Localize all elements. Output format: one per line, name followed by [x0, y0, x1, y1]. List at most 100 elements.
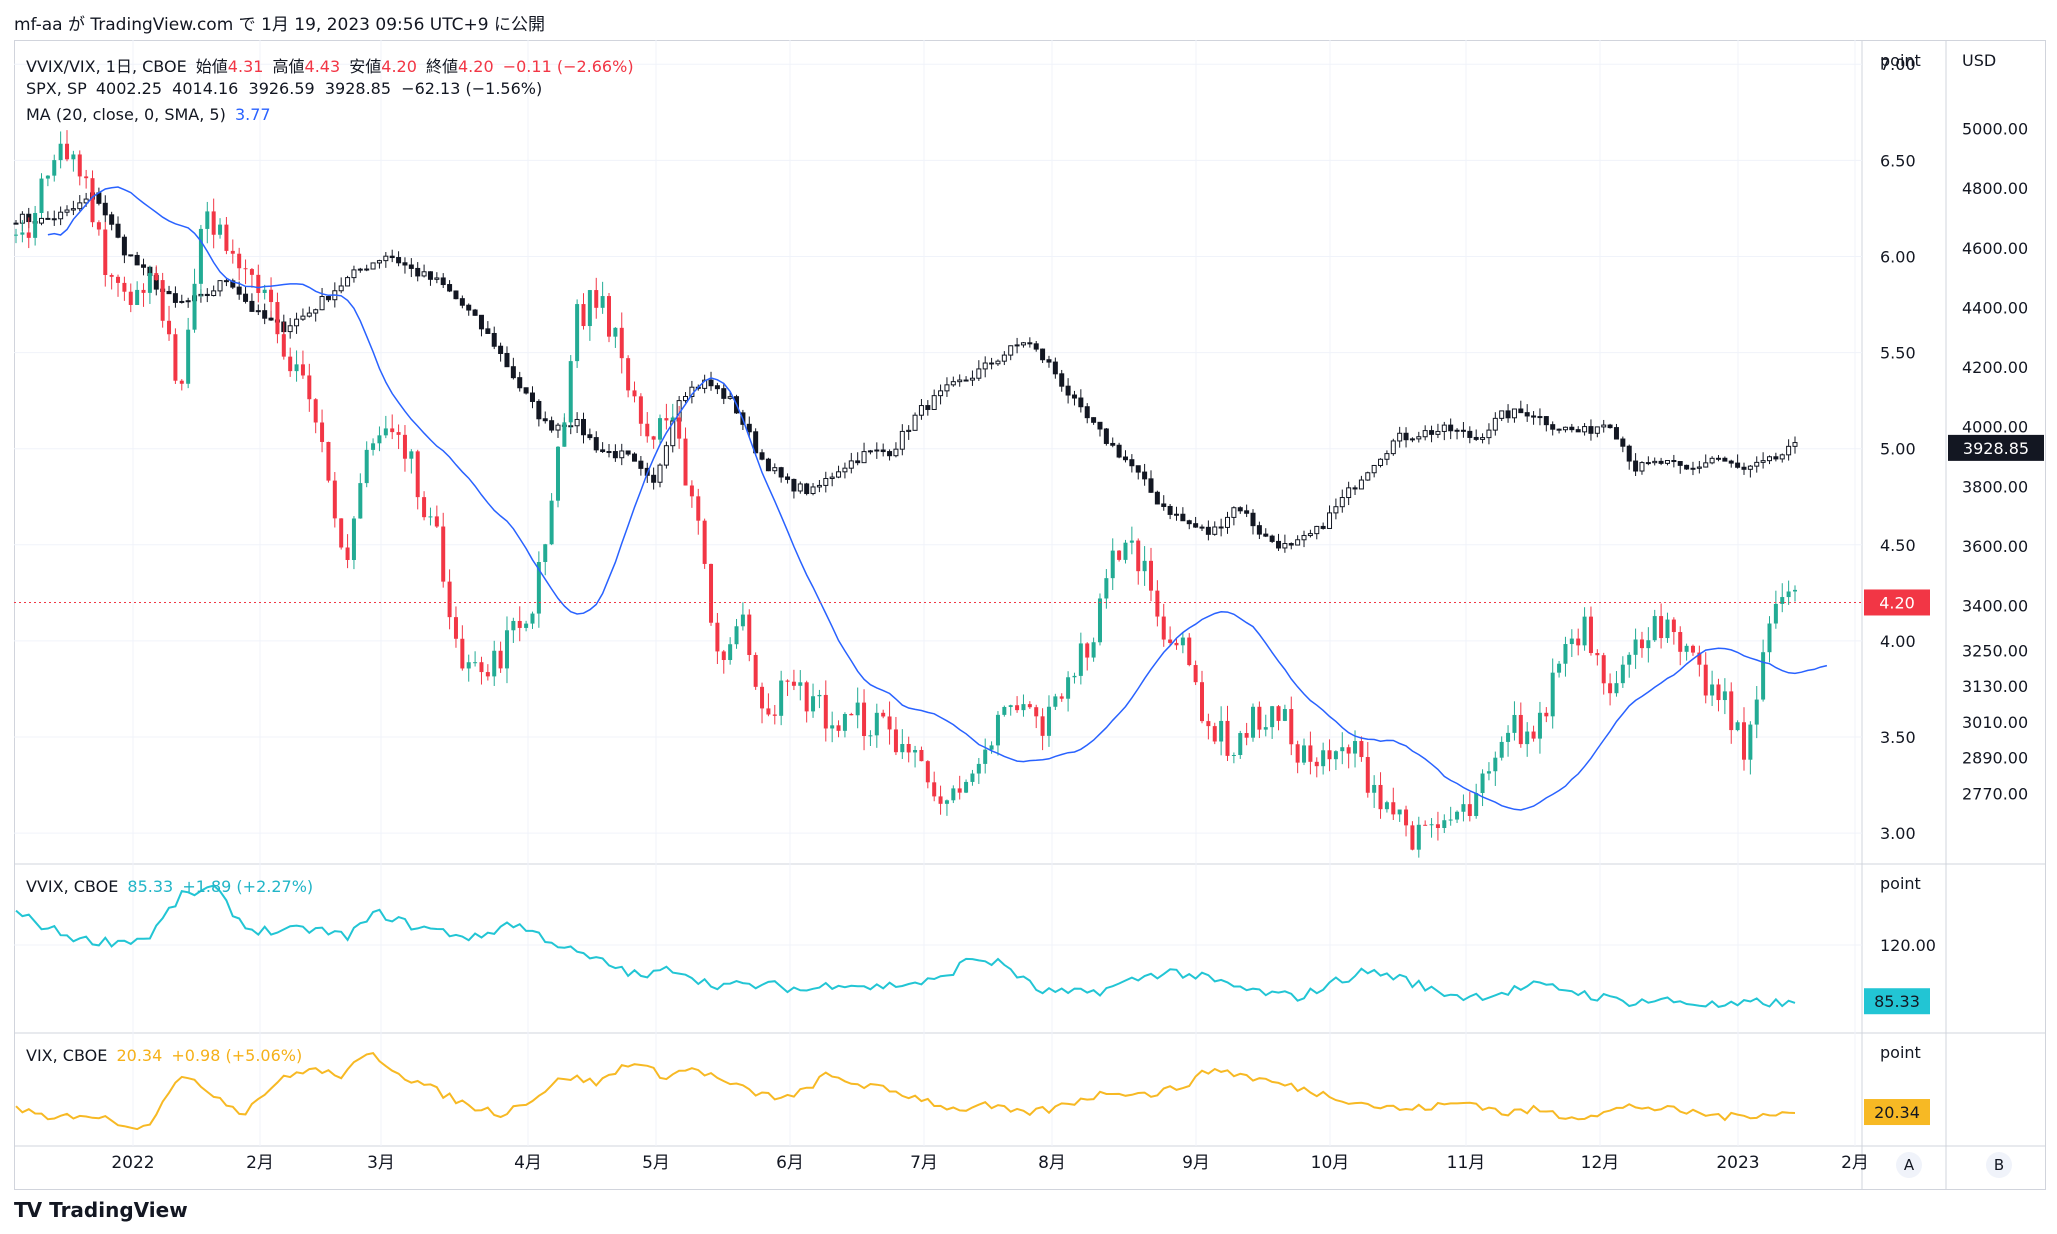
ratio-candle: [1353, 741, 1358, 754]
ratio-candle: [1021, 704, 1026, 711]
ratio-candle: [804, 682, 809, 712]
spx-candle: [453, 290, 459, 300]
scale-a-button[interactable]: A: [1896, 1152, 1922, 1178]
spx-candle: [1467, 430, 1473, 438]
spx-candle: [549, 420, 555, 431]
spx-candle: [402, 262, 408, 266]
ratio-candle: [345, 547, 350, 560]
ratio-candle: [900, 743, 905, 753]
ratio-candle: [224, 224, 229, 251]
spx-candle: [1454, 429, 1460, 432]
spx-candle: [797, 483, 803, 492]
ratio-candle: [989, 745, 994, 750]
ratio-candle: [957, 788, 962, 793]
spx-candle: [1078, 397, 1084, 408]
publisher-line: mf-aa が TradingView.com で 1月 19, 2023 09…: [14, 15, 545, 35]
legend-vix: VIX, CBOE 20.34 +0.98 (+5.06%): [26, 1046, 302, 1065]
spx-candle: [102, 202, 108, 216]
ratio-candle: [906, 743, 911, 753]
ratio-candle: [1027, 704, 1032, 708]
spx-candle: [1212, 526, 1218, 535]
y2-tick-label: 3400.00: [1962, 597, 2028, 616]
ratio-candle: [1314, 761, 1319, 767]
spx-candle: [1046, 359, 1052, 363]
spx-candle: [1786, 445, 1792, 456]
spx-candle: [504, 352, 510, 368]
spx-candle: [632, 453, 638, 462]
spx-candle: [969, 377, 975, 381]
ratio-candle: [313, 399, 318, 423]
spx-candle: [1441, 424, 1447, 432]
ratio-candle: [39, 178, 44, 213]
spx-candle: [931, 395, 937, 410]
scale-b-button[interactable]: B: [1986, 1152, 2012, 1178]
spx-candle: [612, 451, 618, 459]
ratio-candle: [1212, 726, 1217, 742]
ratio-candle: [1244, 733, 1249, 738]
x-tick-label: 2023: [1716, 1153, 1759, 1173]
spx-candle: [816, 484, 822, 488]
ratio-candle: [651, 436, 656, 440]
spx-candle: [466, 304, 472, 311]
spx-candle: [1097, 421, 1103, 430]
spx-candle: [638, 460, 644, 469]
spx-candle: [1333, 506, 1339, 514]
ratio-candle: [581, 304, 586, 327]
ratio-candle: [1448, 819, 1453, 821]
ratio-candle: [1678, 632, 1683, 652]
spx-candle: [376, 260, 382, 264]
ratio-candle: [453, 617, 458, 639]
ratio-candle: [1282, 709, 1287, 721]
spx-candle: [64, 209, 70, 213]
ratio-candle: [600, 296, 605, 308]
ratio-candle: [1161, 616, 1166, 640]
spx-candle: [1193, 523, 1199, 528]
spx-candle: [1084, 406, 1090, 419]
ratio-candle: [689, 485, 694, 497]
x-tick-label: 10月: [1311, 1153, 1350, 1173]
spx-candle: [759, 452, 765, 460]
ratio-candle: [1059, 696, 1064, 699]
ratio-candle: [944, 800, 949, 804]
vvix-line: [15, 884, 1796, 1008]
ratio-candle: [1786, 591, 1791, 598]
ratio-candle: [613, 327, 618, 337]
ratio-candle: [1697, 652, 1702, 665]
spx-candle: [587, 434, 593, 439]
ratio-candle: [587, 290, 592, 327]
ratio-candle: [932, 782, 937, 797]
ratio-candle: [1040, 716, 1045, 736]
spx-candle: [1652, 460, 1658, 464]
ratio-candle: [1690, 645, 1695, 653]
spx-candle: [1760, 460, 1766, 463]
ratio-candle: [109, 274, 114, 277]
ratio-candle: [1053, 696, 1058, 707]
ratio-candle: [1174, 642, 1179, 646]
ratio-candle: [1123, 542, 1128, 560]
spx-candle: [1110, 442, 1116, 446]
spx-candle: [408, 264, 414, 269]
y2-tick-label: 3130.00: [1962, 677, 2028, 696]
spx-candle: [39, 217, 45, 224]
spx-candle: [1588, 426, 1594, 434]
y-tick-label: 5.50: [1880, 344, 1916, 363]
spx-candle: [848, 460, 854, 469]
ratio-candle: [1652, 616, 1657, 641]
ratio-candle: [1002, 706, 1007, 715]
ratio-candle: [1576, 638, 1581, 646]
vvix-y-tick-label: 120.00: [1880, 936, 1936, 955]
ratio-candle: [1365, 757, 1370, 793]
chart-frame: [14, 40, 2046, 1190]
spx-candle: [912, 414, 918, 431]
ratio-candle: [830, 725, 835, 729]
y2-tick-label: 3250.00: [1962, 641, 2028, 660]
ratio-candle: [84, 176, 89, 179]
ratio-candle: [798, 682, 803, 686]
spx-candle: [791, 478, 797, 492]
spx-candle: [1754, 461, 1760, 467]
ratio-candle: [817, 694, 822, 697]
spx-candle: [300, 315, 306, 320]
ratio-candle: [1461, 804, 1466, 812]
ratio-candle: [230, 250, 235, 254]
